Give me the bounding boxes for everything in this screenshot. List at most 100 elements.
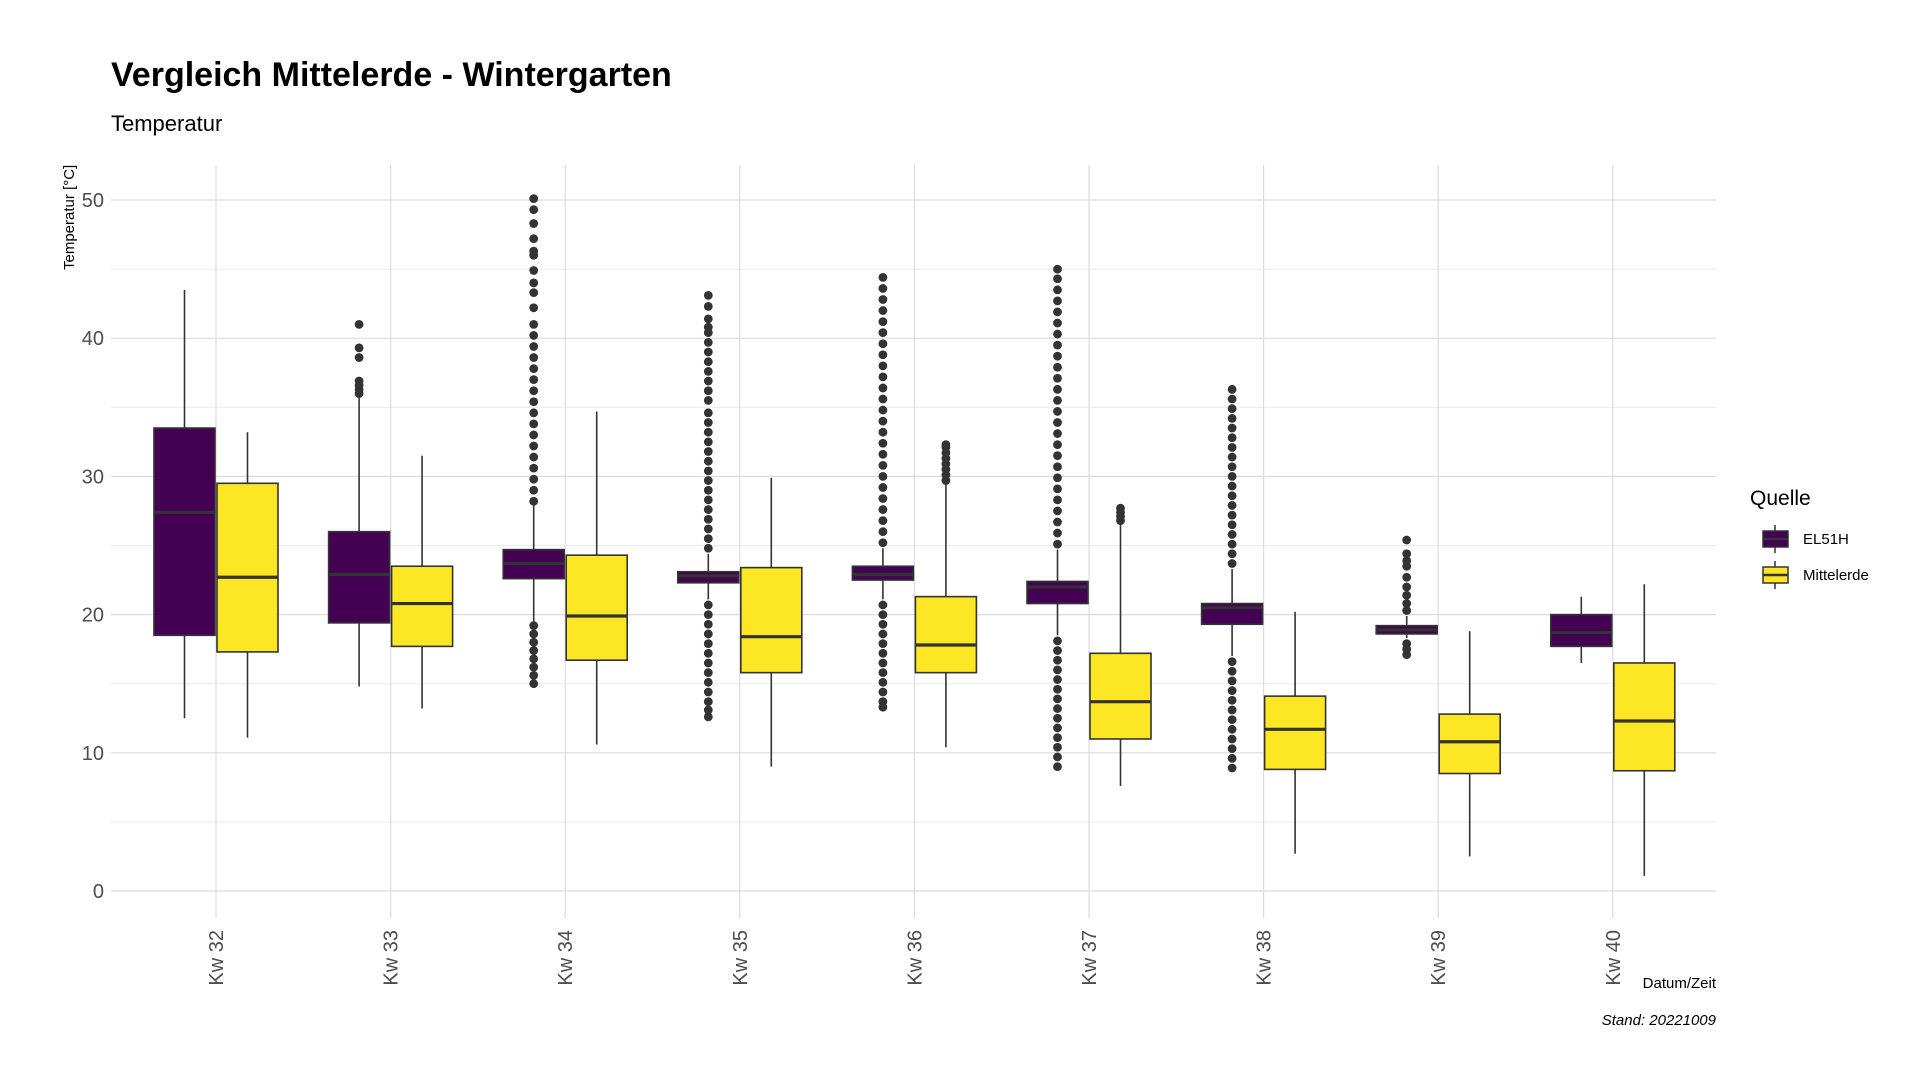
outlier-point [1402,590,1412,600]
outlier-point [1227,433,1237,443]
outlier-point [529,430,539,440]
outlier-point [878,538,888,548]
outlier-point [703,668,713,678]
outlier-point [703,357,713,367]
outlier-point [878,438,888,448]
legend-label: Mittelerde [1803,567,1869,584]
outlier-point [529,246,539,256]
box-Mittelerde-Kw-33 [390,455,454,709]
outlier-point [1053,752,1062,762]
outlier-point [878,394,888,404]
outlier-point [1053,451,1062,461]
box-EL51H-Kw-40 [1550,596,1613,663]
outlier-point [1227,452,1237,462]
outlier-point [703,629,713,639]
outlier-point [1053,274,1062,284]
box-body [1026,580,1089,605]
outlier-point [703,366,713,376]
box-body [565,554,629,662]
outlier-point [1053,723,1062,733]
outlier-point [878,702,888,712]
outlier-point [529,234,539,244]
x-tick-label: Kw 35 [730,930,752,986]
outlier-point [529,386,539,396]
outlier-point [703,485,713,495]
outlier-point [1227,423,1237,433]
outlier-point [1053,473,1062,483]
y-axis-title: Temperatur [°C] [61,165,78,270]
outlier-point [878,460,888,470]
outlier-point [703,427,713,437]
outlier-point [1227,384,1237,394]
outlier-point [1053,495,1062,505]
outlier-point [529,646,539,655]
outlier-point [529,266,539,275]
box-EL51H-Kw-33 [327,319,391,687]
outlier-point [1402,556,1412,566]
outlier-point [1227,657,1237,666]
outlier-point [1227,666,1237,676]
x-tick-label: Kw 39 [1428,930,1450,986]
y-tick-label: 30 [82,466,104,488]
y-tick-label: 0 [93,881,104,903]
box-EL51H-Kw-37 [1026,264,1089,772]
outlier-point [1402,549,1412,559]
x-tick-label: Kw 37 [1079,930,1101,986]
outlier-point [703,437,713,447]
x-tick-label: Kw 36 [904,930,926,986]
outlier-point [703,376,713,386]
outlier-point [1053,539,1062,549]
outlier-point [1053,407,1062,416]
y-axis-ticks: 0 10 20 30 40 50 [82,190,104,903]
outlier-point [703,386,713,396]
outlier-point [878,639,888,649]
outlier-point [703,677,713,687]
outlier-point [703,456,713,466]
box-body [1438,713,1501,775]
outlier-point [878,610,888,619]
outlier-point [1227,744,1237,754]
x-tick-label: Kw 33 [381,930,403,986]
outlier-point [529,452,539,462]
box-body [153,427,216,637]
outlier-point [529,342,539,351]
outlier-point [529,397,539,407]
outlier-point [529,463,539,473]
outlier-point [1227,413,1237,423]
outlier-point [1053,462,1062,472]
outlier-point [878,416,888,426]
outlier-point [1053,675,1062,684]
outlier-point [878,505,888,514]
outlier-point [941,440,951,450]
outlier-point [1053,329,1062,339]
outlier-point [878,427,888,437]
outlier-point [529,364,539,374]
outlier-point [878,350,888,360]
outlier-point [1053,528,1062,538]
x-tick-label: Kw 34 [555,930,577,986]
outlier-point [703,543,713,553]
outlier-point [703,347,713,357]
box-EL51H-Kw-36 [851,272,915,712]
outlier-point [703,476,713,485]
y-tick-label: 40 [82,328,104,350]
outlier-point [703,712,713,722]
outlier-point [1053,307,1062,317]
outlier-point [529,419,539,429]
x-axis-title: Datum/Zeit [1643,975,1717,992]
outlier-point [1227,510,1237,520]
outlier-point [529,629,539,639]
outlier-point [529,621,539,631]
legend-key-EL51H [1762,525,1789,553]
outlier-point [1053,713,1062,723]
outlier-point [703,290,713,300]
box-Mittelerde-Kw-32 [216,432,279,738]
outlier-point [1053,694,1062,704]
outlier-point [1053,684,1062,694]
outlier-point [878,383,888,393]
outlier-point [1053,264,1062,274]
outlier-point [1227,715,1237,725]
outlier-point [1053,296,1062,306]
outlier-point [703,322,713,332]
